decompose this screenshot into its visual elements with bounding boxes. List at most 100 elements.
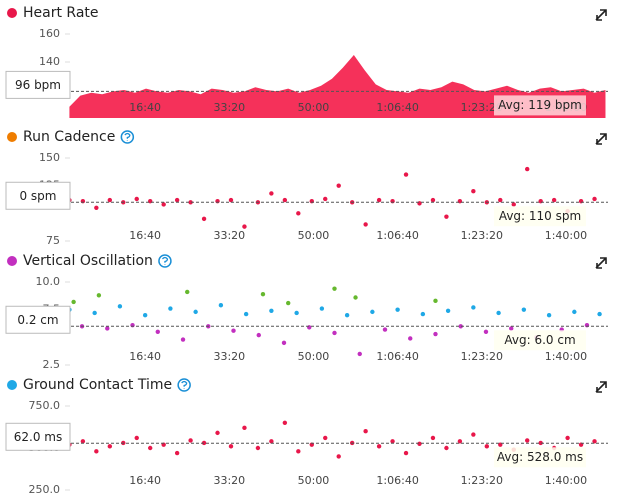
point — [395, 307, 400, 312]
chart-title: Heart Rate — [23, 5, 99, 21]
expand-icon[interactable] — [595, 257, 607, 269]
point — [188, 200, 193, 205]
point — [142, 313, 148, 318]
x-tick-label: 1:23:20 — [461, 474, 503, 487]
point — [80, 439, 86, 444]
point — [228, 197, 234, 203]
point — [458, 324, 463, 329]
point — [201, 216, 207, 222]
readout-box — [5, 181, 71, 210]
point — [201, 440, 207, 446]
point — [161, 202, 166, 207]
point — [282, 420, 288, 425]
point — [336, 454, 341, 459]
point — [525, 166, 530, 172]
x-tick-label: 33:20 — [213, 229, 245, 242]
point — [420, 311, 426, 317]
point — [269, 439, 274, 444]
point — [71, 299, 76, 305]
point — [94, 449, 99, 454]
point — [498, 197, 503, 203]
point — [281, 340, 287, 346]
x-tick-label: 1:40:00 — [545, 350, 587, 363]
help-icon[interactable] — [158, 254, 172, 268]
point — [155, 329, 160, 334]
readout: 62.0 ms — [14, 430, 62, 444]
help-mark — [181, 380, 188, 389]
point — [565, 435, 570, 441]
point — [117, 304, 123, 309]
point — [231, 328, 236, 333]
x-tick-label: 50:00 — [298, 350, 330, 363]
point — [572, 309, 577, 315]
x-tick-label: 33:20 — [213, 101, 245, 114]
x-tick-label: 1:06:40 — [376, 350, 418, 363]
point — [296, 211, 301, 216]
point — [444, 445, 449, 451]
point — [256, 332, 261, 338]
point — [363, 222, 368, 227]
expand-icon[interactable] — [595, 9, 607, 21]
legend-dot — [7, 380, 17, 390]
point — [509, 326, 514, 331]
x-tick-label: 33:20 — [213, 474, 245, 487]
point — [294, 310, 299, 316]
point — [430, 435, 436, 441]
point — [546, 313, 552, 318]
chart-title: Vertical Oscillation — [23, 253, 153, 269]
x-tick-label: 1:23:20 — [461, 350, 503, 363]
point — [376, 444, 382, 449]
point — [255, 445, 261, 451]
point — [336, 183, 341, 188]
point — [134, 435, 139, 441]
point — [592, 196, 597, 202]
point — [92, 310, 97, 316]
avg-label: Avg: 119 bpm — [498, 98, 582, 112]
x-tick-label: 1:40:00 — [545, 474, 587, 487]
point — [433, 331, 438, 337]
point — [228, 444, 234, 449]
point — [193, 309, 198, 315]
avg-label: Avg: 110 spm — [499, 209, 581, 223]
point — [592, 439, 597, 444]
y-tick-label: 250.0 — [29, 483, 61, 496]
point — [445, 308, 451, 313]
point — [269, 308, 274, 313]
point — [471, 305, 476, 310]
avg-box — [494, 330, 586, 351]
readout: 0 spm — [19, 189, 56, 203]
point — [168, 306, 173, 311]
point — [174, 450, 180, 456]
point — [185, 289, 190, 295]
point — [417, 441, 422, 446]
point — [382, 327, 388, 332]
point — [511, 202, 516, 207]
avg-box — [494, 95, 586, 116]
point — [332, 286, 337, 291]
readout-box — [5, 305, 71, 334]
x-tick-label: 1:06:40 — [376, 101, 418, 114]
point — [243, 311, 249, 317]
x-tick-label: 16:40 — [129, 229, 161, 242]
point — [483, 329, 489, 334]
legend-dot — [7, 8, 17, 18]
point — [286, 300, 291, 306]
help-icon[interactable] — [177, 378, 191, 392]
y-tick-label: 150 — [39, 151, 60, 164]
help-mark — [161, 256, 169, 265]
point — [107, 197, 113, 203]
y-tick-label: 750.0 — [29, 399, 61, 412]
point — [282, 197, 288, 203]
y-tick-label: 10.0 — [36, 275, 61, 288]
help-icon[interactable] — [120, 130, 135, 144]
point — [180, 337, 186, 342]
expand-icon[interactable] — [595, 133, 607, 145]
point — [521, 307, 527, 312]
readout: 0.2 cm — [17, 313, 58, 327]
point — [344, 313, 350, 318]
expand-icon[interactable] — [595, 381, 607, 393]
point — [457, 439, 463, 444]
point — [403, 172, 409, 177]
point — [525, 438, 530, 443]
